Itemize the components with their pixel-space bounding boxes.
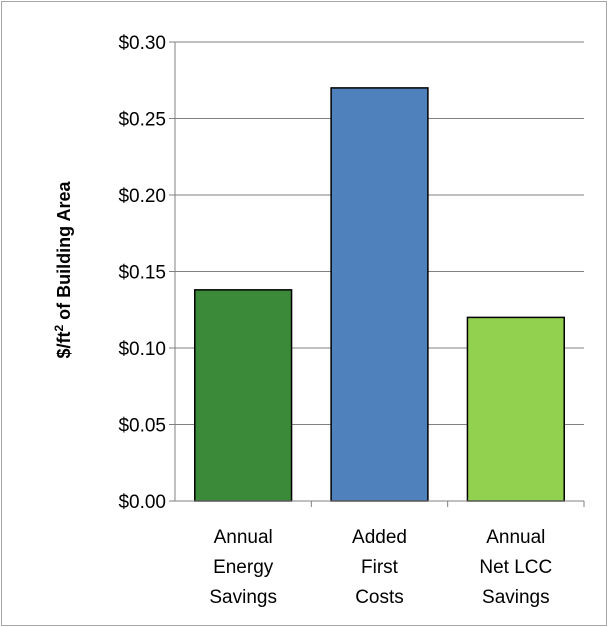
x-category-label: Costs [355,587,404,608]
x-category-label: Annual [486,527,545,548]
y-tick-label: $0.05 [118,416,166,437]
y-tick-label: $0.00 [118,492,166,513]
y-tick-label: $0.15 [118,263,166,284]
x-category-label: Net LCC [479,557,552,578]
y-axis-label-prefix: $/ft [54,332,74,359]
x-category-label: Added [352,527,407,548]
y-axis-label-suffix: of Building Area [54,181,74,325]
y-tick-labels: $0.00 $0.05 $0.10 $0.15 $0.20 $0.25 $0.30 [118,33,166,513]
bar [194,289,293,502]
x-category-label: Energy [213,557,274,578]
bar [330,87,429,502]
y-tick-label: $0.25 [118,110,166,131]
y-tick-label: $0.10 [118,339,166,360]
x-category-label: Savings [482,587,550,608]
axes [169,41,585,507]
y-tick-label: $0.30 [118,33,166,54]
bars [194,87,565,502]
bar [466,316,565,502]
x-category-label: First [361,557,399,578]
y-axis-label: $/ft2 of Building Area [52,181,74,359]
y-tick-label: $0.20 [118,186,166,207]
y-axis-label-superscript: 2 [52,325,66,332]
x-category-labels: Annual Energy Savings Added First Costs Annual… [209,527,552,608]
x-category-label: Savings [209,587,277,608]
x-category-label: Annual [214,527,273,548]
